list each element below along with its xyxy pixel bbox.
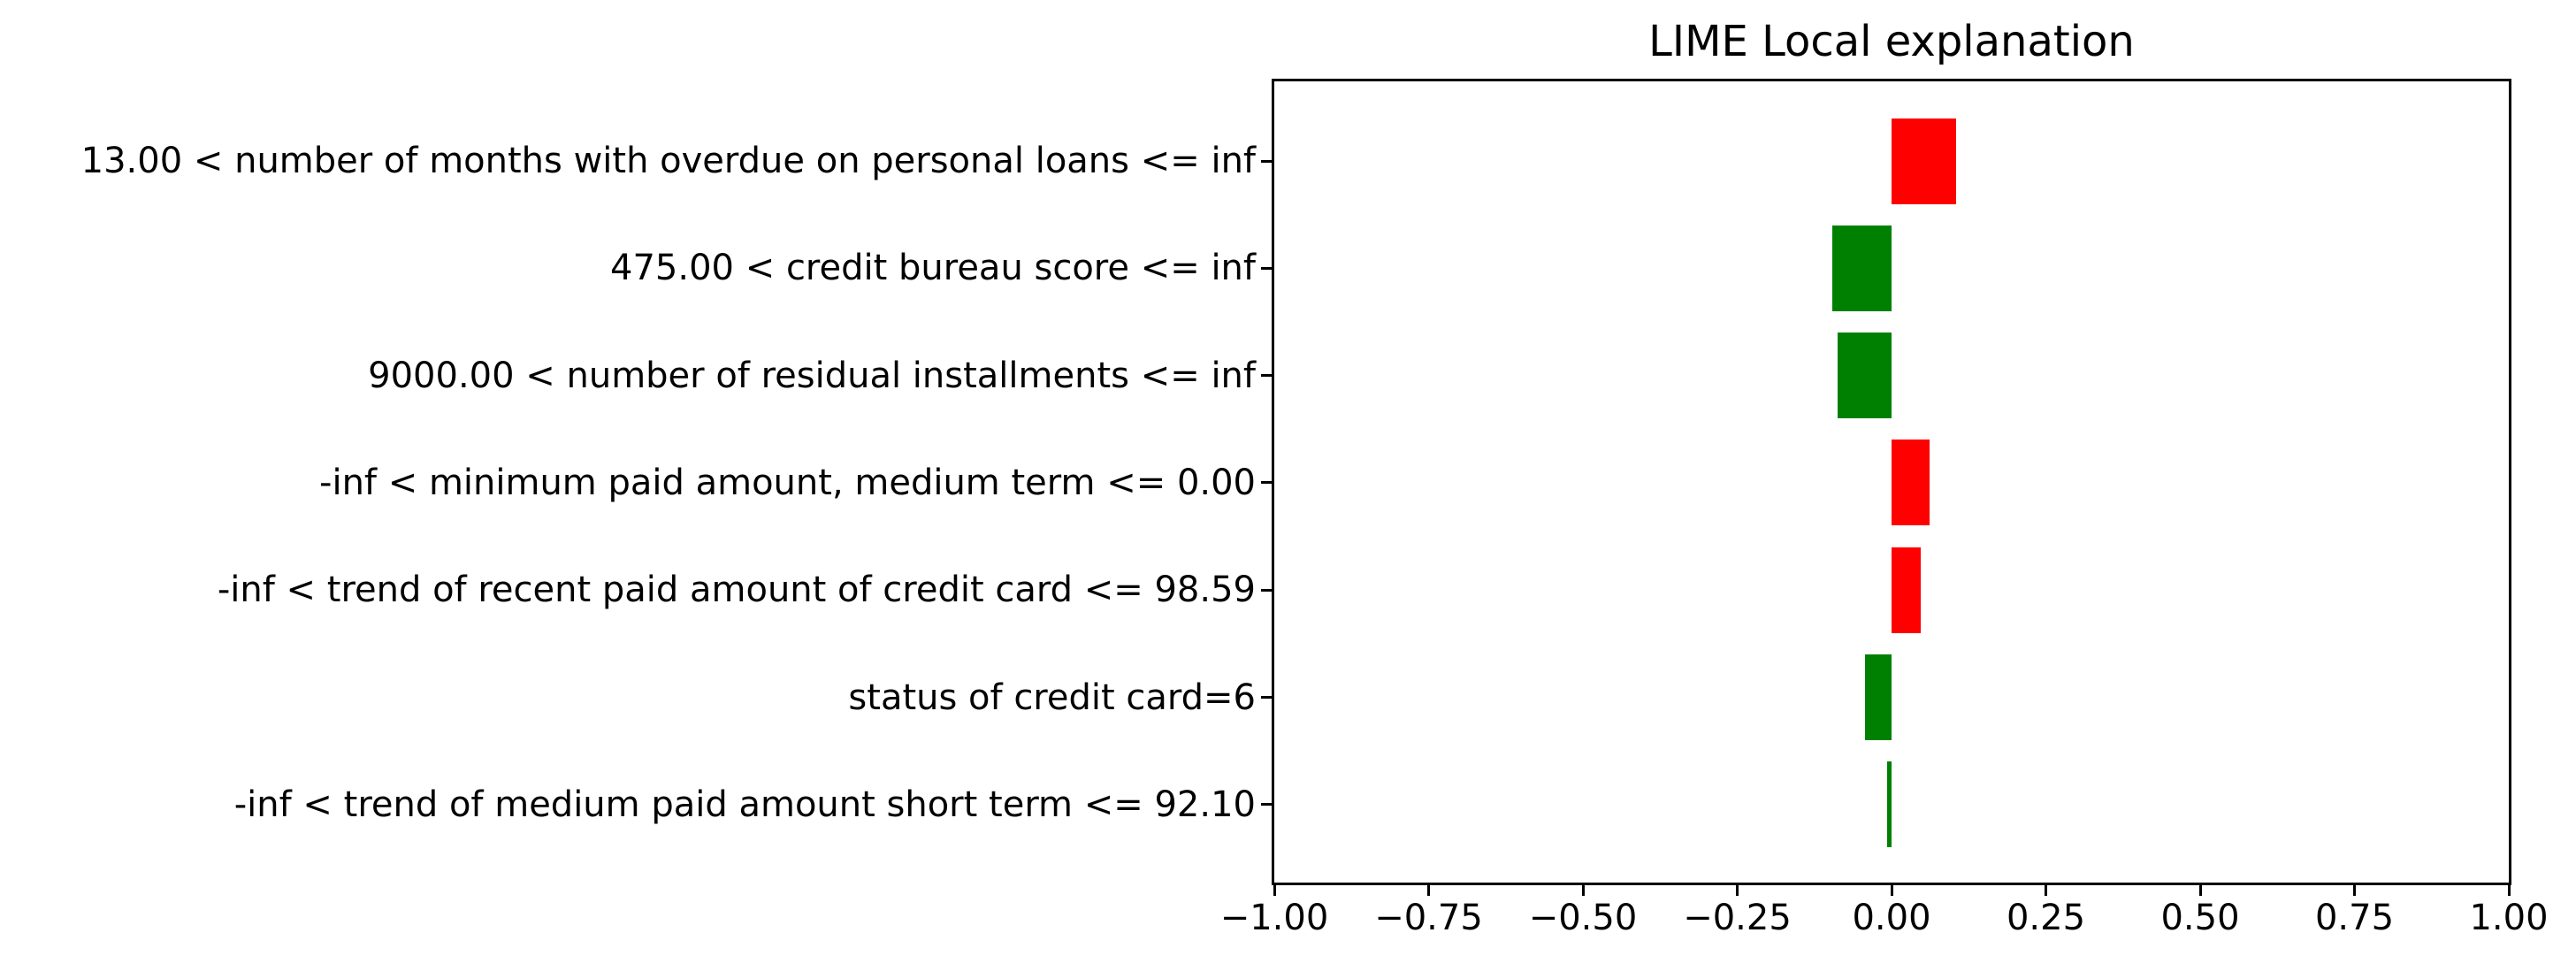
x-axis-tick bbox=[1581, 883, 1585, 896]
y-tick-label: 9000.00 < number of residual installment… bbox=[368, 355, 1256, 396]
y-tick-label: status of credit card=6 bbox=[848, 677, 1256, 718]
y-axis-tick bbox=[1261, 803, 1274, 807]
y-axis-tick bbox=[1261, 696, 1274, 699]
y-axis-tick bbox=[1261, 374, 1274, 378]
explanation-bar bbox=[1892, 440, 1930, 526]
y-axis-tick bbox=[1261, 266, 1274, 270]
x-tick-label: −0.25 bbox=[1683, 898, 1792, 938]
y-tick-label: -inf < minimum paid amount, medium term … bbox=[319, 462, 1256, 503]
x-axis-tick bbox=[2507, 883, 2511, 896]
x-axis-tick bbox=[1736, 883, 1739, 896]
explanation-bar bbox=[1831, 225, 1892, 311]
x-tick-label: 0.75 bbox=[2314, 898, 2395, 938]
x-axis-tick bbox=[2045, 883, 2047, 896]
x-tick-label: −0.50 bbox=[1528, 898, 1638, 938]
x-axis-tick bbox=[2353, 883, 2356, 896]
y-tick-label: 13.00 < number of months with overdue on… bbox=[80, 141, 1256, 181]
explanation-bar bbox=[1887, 761, 1892, 848]
chart-title: LIME Local explanation bbox=[1648, 17, 2135, 66]
y-axis-tick bbox=[1261, 588, 1274, 592]
y-axis-tick bbox=[1261, 481, 1274, 485]
x-tick-label: 1.00 bbox=[2469, 898, 2549, 938]
explanation-bar bbox=[1892, 118, 1957, 204]
x-tick-label: −1.00 bbox=[1219, 898, 1329, 938]
explanation-bar bbox=[1864, 654, 1892, 740]
y-tick-label: 475.00 < credit bureau score <= inf bbox=[610, 248, 1256, 289]
x-tick-label: 0.25 bbox=[2006, 898, 2086, 938]
x-tick-label: 0.00 bbox=[1852, 898, 1931, 938]
x-axis-tick bbox=[1890, 883, 1893, 896]
y-tick-label: -inf < trend of recent paid amount of cr… bbox=[217, 570, 1256, 611]
explanation-bar bbox=[1892, 547, 1921, 633]
x-axis-tick bbox=[1427, 883, 1430, 896]
y-tick-label: -inf < trend of medium paid amount short… bbox=[233, 784, 1256, 825]
explanation-bar bbox=[1838, 333, 1892, 419]
y-axis-tick bbox=[1261, 159, 1274, 163]
x-axis-tick bbox=[2198, 883, 2202, 896]
x-tick-label: −0.75 bbox=[1374, 898, 1483, 938]
x-axis-tick bbox=[1273, 883, 1276, 896]
x-tick-label: 0.50 bbox=[2160, 898, 2240, 938]
